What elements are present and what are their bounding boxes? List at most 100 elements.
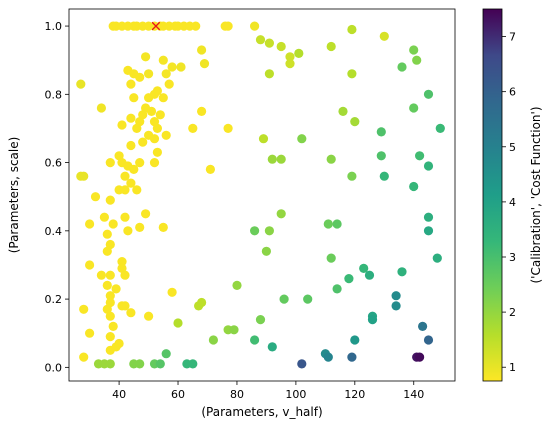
- colorbar-tick-label: 1: [509, 361, 516, 374]
- colorbar: [482, 8, 503, 382]
- data-point: [144, 69, 154, 79]
- data-point: [102, 229, 112, 239]
- data-point: [135, 158, 145, 168]
- data-point: [120, 185, 130, 195]
- plot-frame: [68, 8, 456, 382]
- data-point: [114, 338, 124, 349]
- data-point: [279, 294, 289, 304]
- best-marker-stroke: [151, 21, 161, 31]
- data-point: [250, 226, 260, 236]
- data-point: [135, 359, 145, 369]
- x-tick-label: 120: [344, 388, 365, 401]
- data-point: [397, 62, 407, 72]
- colorbar-tick-label: 6: [509, 86, 516, 99]
- data-point: [350, 335, 360, 345]
- data-point: [120, 171, 130, 181]
- data-point: [79, 352, 89, 362]
- data-point: [76, 79, 86, 89]
- data-point: [102, 246, 112, 256]
- data-point: [412, 55, 422, 65]
- data-point: [149, 158, 160, 168]
- data-point: [105, 195, 115, 205]
- x-axis-label: (Parameters, v_half): [201, 405, 322, 419]
- data-point: [423, 161, 434, 171]
- data-point: [126, 178, 136, 188]
- data-point: [108, 219, 118, 229]
- data-point: [223, 123, 233, 133]
- data-point: [258, 134, 269, 144]
- data-point: [297, 359, 307, 369]
- data-point: [347, 24, 357, 35]
- y-axis-ticks: 0.0 0.2 0.4 0.6 0.8 1.0: [45, 20, 69, 374]
- data-point: [120, 270, 130, 280]
- data-point: [294, 48, 304, 59]
- data-point: [117, 120, 127, 130]
- data-point: [85, 260, 95, 270]
- data-point: [132, 185, 142, 195]
- data-point: [138, 137, 148, 147]
- data-point: [347, 69, 357, 79]
- colorbar-tick-label: 7: [509, 31, 516, 44]
- data-point: [90, 192, 101, 202]
- data-point: [276, 209, 286, 219]
- data-point: [264, 226, 274, 236]
- data-point: [350, 117, 360, 127]
- data-point: [338, 106, 348, 116]
- data-point: [176, 62, 186, 72]
- data-point: [432, 253, 442, 263]
- data-point: [79, 171, 89, 181]
- data-point: [161, 69, 171, 79]
- data-point: [359, 263, 369, 273]
- colorbar-tick-label: 5: [509, 141, 516, 154]
- data-point: [167, 287, 177, 297]
- colorbar-tick-label: 3: [509, 251, 516, 264]
- data-point: [173, 318, 183, 328]
- data-point: [105, 297, 115, 308]
- data-point: [146, 106, 157, 116]
- data-point: [164, 79, 174, 89]
- data-point: [141, 52, 151, 62]
- data-point: [161, 130, 171, 140]
- data-point: [285, 52, 295, 62]
- y-tick-label: 1.0: [45, 20, 63, 33]
- x-tick-label: 60: [171, 388, 185, 401]
- data-point: [418, 321, 428, 331]
- data-point: [126, 113, 136, 123]
- data-point: [138, 110, 148, 120]
- data-point: [409, 45, 419, 55]
- data-point: [129, 164, 139, 174]
- data-point: [167, 62, 177, 72]
- data-point: [205, 164, 215, 174]
- data-point: [264, 38, 274, 48]
- data-point: [85, 219, 95, 229]
- y-axis-label: (Parameters, scale): [7, 137, 21, 254]
- data-point: [323, 352, 333, 362]
- data-point: [297, 134, 307, 144]
- data-point: [423, 226, 434, 236]
- data-point: [344, 274, 354, 284]
- data-point: [323, 219, 333, 229]
- data-point: [149, 134, 160, 144]
- data-point: [152, 123, 162, 133]
- data-point: [423, 89, 434, 99]
- x-tick-label: 100: [285, 388, 306, 401]
- data-points: [76, 21, 445, 369]
- data-point: [105, 359, 115, 369]
- data-point: [409, 103, 419, 113]
- data-point: [120, 212, 130, 222]
- data-point: [85, 328, 95, 338]
- y-tick-label: 0.0: [45, 361, 63, 374]
- data-point: [96, 103, 106, 113]
- data-point: [108, 321, 118, 331]
- data-point: [332, 284, 342, 294]
- data-point: [99, 212, 109, 222]
- y-tick-label: 0.2: [45, 293, 63, 306]
- data-point: [326, 253, 336, 263]
- data-point: [79, 304, 89, 314]
- data-point: [208, 335, 218, 345]
- data-point: [105, 332, 115, 342]
- data-point: [276, 154, 286, 164]
- data-point: [129, 93, 139, 103]
- data-point: [332, 219, 342, 229]
